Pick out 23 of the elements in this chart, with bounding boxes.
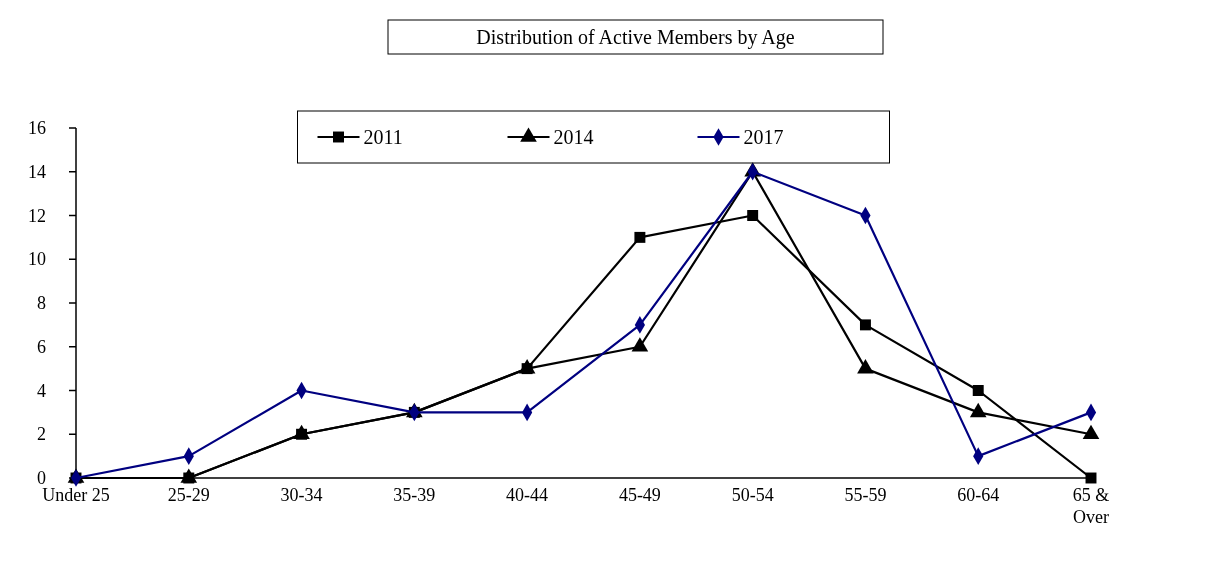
legend-label: 2017 bbox=[743, 126, 784, 148]
y-tick-label: 16 bbox=[28, 118, 46, 138]
x-tick-label: 45-49 bbox=[618, 485, 661, 505]
y-tick-label: 8 bbox=[37, 293, 46, 313]
x-tick-label: 30-34 bbox=[280, 485, 323, 505]
x-tick-label: 60-64 bbox=[957, 485, 1000, 505]
legend-label: 2011 bbox=[363, 126, 403, 148]
chart-title: Distribution of Active Members by Age bbox=[476, 26, 795, 49]
y-tick-label: 2 bbox=[37, 424, 46, 445]
x-tick-label: Under 25 bbox=[42, 485, 110, 505]
x-tick-label: 50-54 bbox=[731, 485, 774, 505]
y-tick-label: 4 bbox=[37, 380, 46, 401]
x-tick-label: 55-59 bbox=[844, 485, 887, 505]
x-tick-label: 40-44 bbox=[506, 485, 549, 505]
y-tick-label: 14 bbox=[28, 161, 46, 182]
x-tick-label: 35-39 bbox=[393, 485, 436, 505]
legend-label: 2014 bbox=[553, 126, 594, 148]
y-tick-label: 10 bbox=[28, 249, 46, 270]
y-tick-label: 12 bbox=[28, 205, 46, 226]
x-tick-label: 65 & Over bbox=[1072, 485, 1110, 527]
y-tick-label: 6 bbox=[37, 336, 46, 357]
x-tick-label: 25-29 bbox=[167, 485, 210, 505]
y-tick-label: 0 bbox=[37, 468, 46, 488]
